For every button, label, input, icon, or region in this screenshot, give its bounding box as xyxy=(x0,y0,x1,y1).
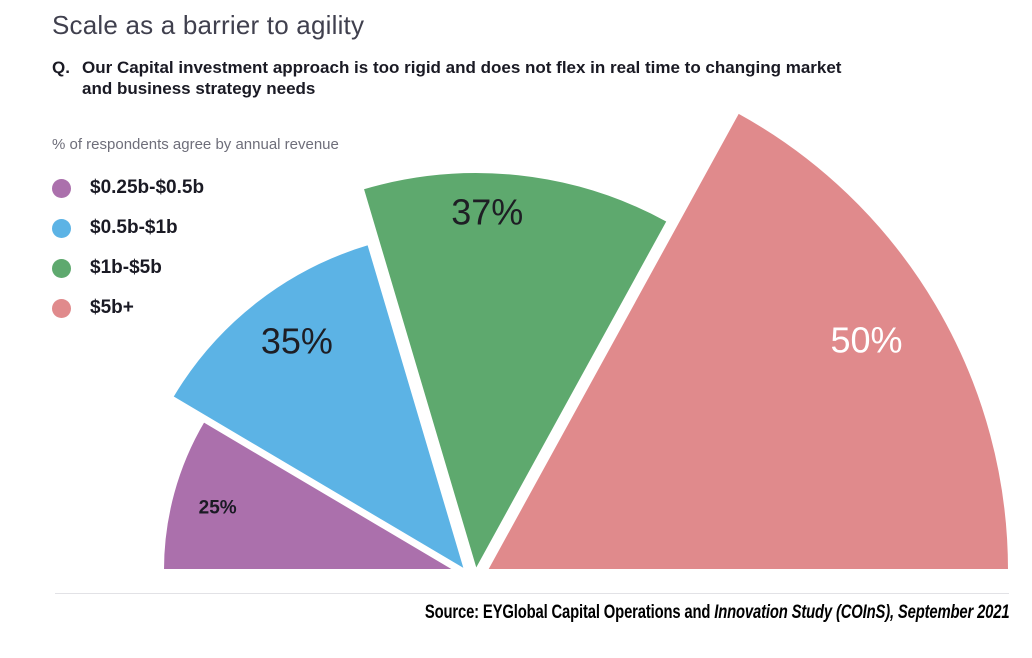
legend: $0.25b-$0.5b $0.5b-$1b $1b-$5b $5b+ xyxy=(52,168,204,328)
legend-item-label: $1b-$5b xyxy=(90,257,162,278)
legend-item: $1b-$5b xyxy=(52,248,204,288)
legend-swatch-icon xyxy=(52,258,71,278)
slice-label-2: 37% xyxy=(451,192,523,233)
legend-swatch-icon xyxy=(52,218,71,238)
pie-slice-0 xyxy=(162,420,456,571)
legend-item: $5b+ xyxy=(52,288,204,328)
divider-line xyxy=(55,593,1009,594)
legend-header: % of respondents agree by annual revenue xyxy=(52,136,339,153)
slice-label-1: 35% xyxy=(261,321,333,362)
question-text: Our Capital investment approach is too r… xyxy=(82,57,841,99)
source-note: Source: EYGlobal Capital Operations and … xyxy=(424,602,1009,624)
pie-slice-3 xyxy=(486,111,1010,571)
page-title: Scale as a barrier to agility xyxy=(52,10,365,40)
pie-slice-2 xyxy=(361,171,669,571)
legend-item: $0.5b-$1b xyxy=(52,208,204,248)
source-text-italic: Innovation Study (COInS), September 2021 xyxy=(713,602,1009,623)
question-prefix: Q. xyxy=(52,58,70,77)
pie-slice-1 xyxy=(171,243,466,571)
legend-item-label: $0.25b-$0.5b xyxy=(90,177,205,198)
slice-label-3: 50% xyxy=(830,320,902,361)
legend-item-label: $5b+ xyxy=(90,297,134,318)
source-text: Source: EYGlobal Capital Operations and xyxy=(424,602,714,623)
legend-swatch-icon xyxy=(52,298,71,318)
legend-swatch-icon xyxy=(52,178,71,198)
question-line-2: and business strategy needs xyxy=(82,79,316,98)
question: Q. Our Capital investment approach is to… xyxy=(52,57,841,99)
legend-item-label: $0.5b-$1b xyxy=(90,217,178,238)
slice-label-0: 25% xyxy=(199,497,237,518)
legend-item: $0.25b-$0.5b xyxy=(52,168,204,208)
question-line-1: Our Capital investment approach is too r… xyxy=(82,58,842,77)
